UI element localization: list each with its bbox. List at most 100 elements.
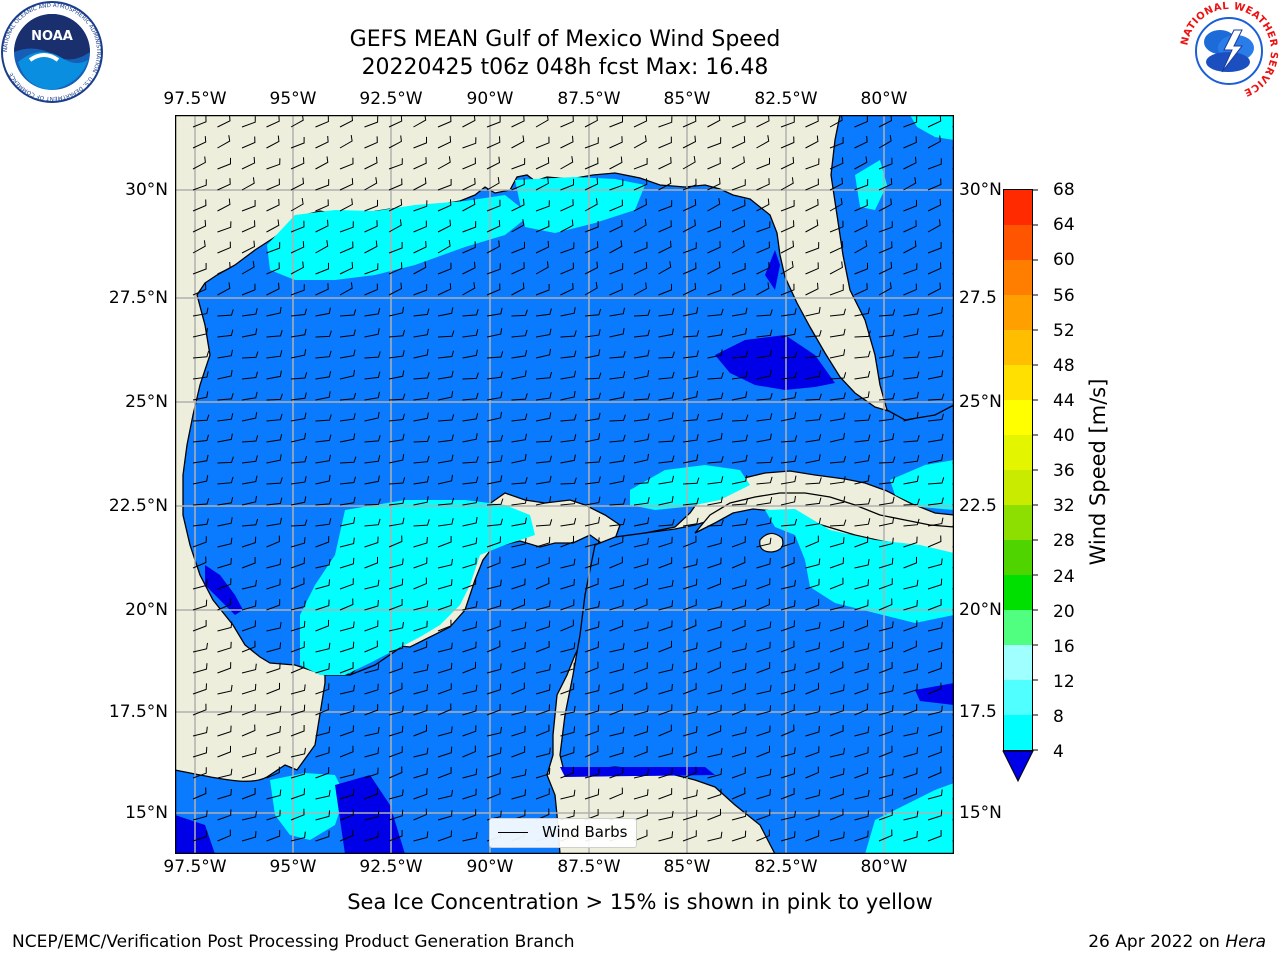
wind-barb <box>535 620 551 632</box>
wind-barb <box>290 684 306 695</box>
wind-barb <box>633 809 648 821</box>
wind-barb <box>437 579 453 590</box>
wind-barb <box>633 309 651 317</box>
wind-barb <box>731 350 749 359</box>
wind-barb <box>413 200 428 212</box>
wind-barb <box>584 198 598 212</box>
wind-barb <box>290 432 306 443</box>
wind-barb <box>388 705 404 716</box>
wind-barb <box>413 577 427 590</box>
wind-barb <box>854 558 870 569</box>
colorbar-band <box>1004 330 1032 366</box>
wind-barb <box>780 240 795 254</box>
wind-barb <box>903 579 919 590</box>
wind-barb <box>756 433 772 443</box>
wind-barb <box>560 454 576 464</box>
wind-barb <box>927 725 943 737</box>
wind-barb <box>584 349 601 359</box>
wind-barb <box>315 262 329 275</box>
wind-barb <box>437 474 453 485</box>
wind-barb <box>462 309 479 317</box>
wind-barb <box>633 578 648 590</box>
wind-barb <box>903 220 917 233</box>
wind-barb <box>217 725 232 737</box>
wind-barb <box>462 621 478 632</box>
wind-barb <box>609 454 626 464</box>
wind-barb <box>878 261 893 275</box>
wind-barb <box>658 156 672 170</box>
wind-barb <box>462 661 476 674</box>
wind-barb <box>241 495 257 506</box>
wind-barb <box>780 435 798 443</box>
footer-date: 26 Apr 2022 on Hera <box>1088 932 1266 952</box>
wind-barb <box>217 282 231 296</box>
wind-barb <box>633 158 648 170</box>
wind-barb <box>437 454 454 464</box>
wind-barb <box>658 788 673 800</box>
wind-barb <box>364 640 378 653</box>
wind-barb <box>437 497 455 506</box>
wind-barb <box>192 475 209 485</box>
wind-barb <box>756 598 770 611</box>
wind-barb <box>266 178 280 191</box>
wind-barb <box>413 435 430 443</box>
wind-barb <box>805 517 821 527</box>
wind-barb <box>511 158 526 170</box>
wind-barb <box>217 496 234 506</box>
wind-barb <box>658 495 674 506</box>
wind-barb <box>339 241 354 254</box>
wind-barb <box>707 177 721 191</box>
wind-barb <box>756 788 771 800</box>
wind-barb <box>486 434 504 443</box>
wind-barb <box>266 370 282 380</box>
wind-barb <box>462 516 478 527</box>
wind-barb <box>339 178 354 191</box>
wind-barb <box>241 308 258 317</box>
wind-barb <box>241 371 258 380</box>
wind-barb <box>437 219 452 233</box>
wind-barb <box>388 262 403 275</box>
wind-barb <box>878 241 893 254</box>
wind-barb <box>780 412 797 422</box>
wind-barb <box>780 831 796 842</box>
wind-barb <box>854 599 869 611</box>
wind-barb <box>437 518 454 527</box>
wind-barb <box>903 307 920 317</box>
wind-barb <box>315 434 332 443</box>
wind-barb <box>266 497 283 506</box>
wind-barb <box>462 392 479 401</box>
colorbar-tick-label: 32 <box>1053 496 1075 516</box>
wind-barb <box>315 414 332 422</box>
colorbar-band <box>1004 540 1032 576</box>
wind-barb <box>584 157 599 170</box>
wind-barb <box>903 435 920 443</box>
wind-barb <box>707 661 721 674</box>
wind-barb <box>682 413 700 422</box>
wind-barb <box>731 683 746 695</box>
wind-barb <box>805 746 820 758</box>
wind-barb <box>266 219 280 233</box>
wind-barb <box>364 475 380 485</box>
wind-barb <box>241 640 256 653</box>
wind-barb <box>290 220 305 233</box>
wind-barb <box>633 433 650 443</box>
wind-barb <box>878 788 894 800</box>
wind-barb <box>290 768 306 779</box>
colorbar-tick-label: 28 <box>1053 531 1075 551</box>
wind-barb <box>192 179 207 191</box>
wind-barb <box>462 809 477 821</box>
calm-region <box>915 683 954 705</box>
wind-barb <box>437 746 453 758</box>
lon-label-top: 95°W <box>269 89 317 109</box>
wind-barb <box>829 157 844 170</box>
colorbar-band <box>1004 190 1032 226</box>
wind-barb <box>339 282 353 296</box>
wind-barb <box>266 682 280 695</box>
wind-barb <box>731 327 747 338</box>
wind-barb <box>829 220 844 233</box>
wind-barb <box>388 578 404 590</box>
wind-barb <box>364 556 378 569</box>
colorbar-tick-label: 52 <box>1053 321 1075 341</box>
wind-barb <box>364 199 378 212</box>
wind-barb <box>511 517 527 527</box>
